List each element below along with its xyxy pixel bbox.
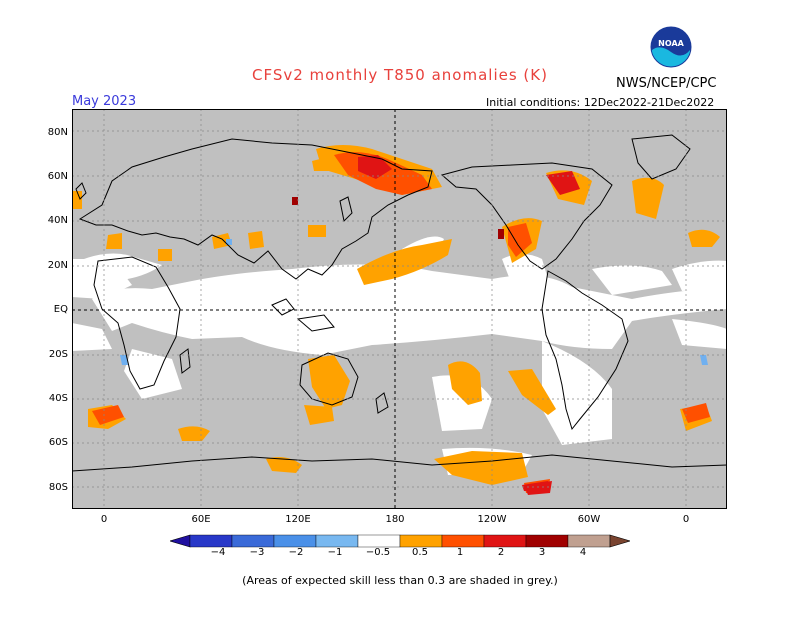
colorbar-arrow-right	[609, 534, 630, 548]
anomaly-map	[72, 109, 727, 509]
lat-label: 40S	[48, 393, 68, 404]
colorbar-swatch	[315, 534, 359, 548]
warm-anomaly-3	[292, 197, 504, 239]
colorbar-arrow-left	[170, 534, 191, 548]
colorbar-swatch	[189, 534, 233, 548]
lat-label: EQ	[53, 304, 68, 315]
agency-label: NWS/NCEP/CPC	[616, 76, 717, 91]
colorbar-swatch	[567, 534, 611, 548]
colorbar-swatch	[357, 534, 401, 548]
lat-label: 60N	[47, 171, 68, 182]
lat-label: 40N	[47, 215, 68, 226]
noaa-logo: NOAA	[650, 26, 692, 72]
colorbar-label: −1	[327, 547, 343, 558]
lat-label: 60S	[48, 437, 68, 448]
lat-label: 20N	[47, 260, 68, 271]
cool-anomaly-neg0-5	[120, 239, 708, 365]
colorbar-swatch	[399, 534, 443, 548]
lat-label: 80S	[48, 482, 68, 493]
lon-label: 0	[682, 514, 690, 525]
lon-label: 120W	[477, 514, 507, 525]
colorbar-label: −3	[249, 547, 265, 558]
lat-label: 80N	[47, 127, 68, 138]
colorbar-label: 1	[456, 547, 464, 558]
chart-title: CFSv2 monthly T850 anomalies (K)	[252, 66, 548, 84]
colorbar-label: 0.5	[412, 547, 428, 558]
lon-label: 60W	[577, 514, 601, 525]
lon-label: 0	[100, 514, 108, 525]
lon-label: 120E	[285, 514, 311, 525]
lon-label: 60E	[191, 514, 211, 525]
forecast-month: May 2023	[72, 94, 137, 109]
colorbar	[170, 534, 630, 548]
coastlines	[72, 134, 727, 472]
map-frame	[72, 109, 727, 509]
colorbar-swatch	[231, 534, 275, 548]
colorbar-label: 3	[538, 547, 546, 558]
colorbar-label: −0.5	[365, 547, 391, 558]
colorbar-label: −2	[288, 547, 304, 558]
colorbar-swatch	[525, 534, 569, 548]
initial-conditions: Initial conditions: 12Dec2022-21Dec2022	[486, 96, 715, 109]
colorbar-swatch	[483, 534, 527, 548]
noaa-logo-text: NOAA	[658, 39, 684, 48]
colorbar-label: −4	[210, 547, 226, 558]
warm-anomaly-2	[358, 155, 580, 495]
lat-lon-grid	[72, 109, 727, 509]
colorbar-label: 4	[579, 547, 587, 558]
colorbar-swatch	[441, 534, 485, 548]
lon-label: 180	[385, 514, 405, 525]
colorbar-label: 2	[497, 547, 505, 558]
skill-note: (Areas of expected skill less than 0.3 a…	[242, 574, 558, 587]
lat-label: 20S	[48, 349, 68, 360]
colorbar-swatch	[273, 534, 317, 548]
